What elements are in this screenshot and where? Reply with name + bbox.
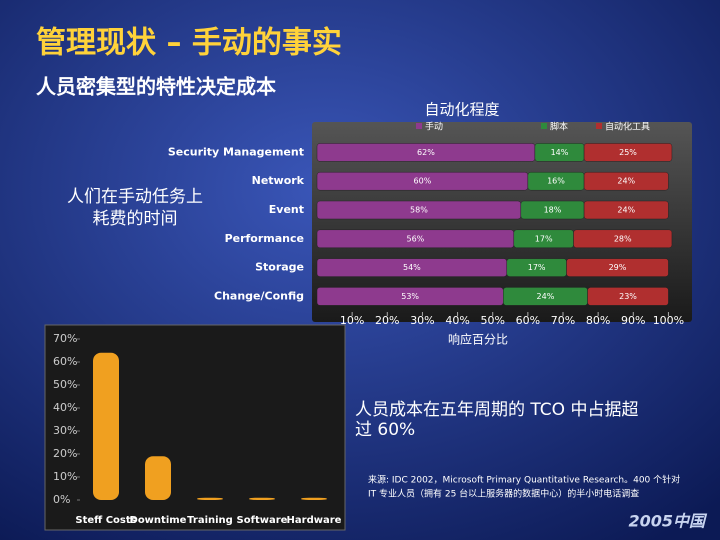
note: 人员成本在五年周期的 TCO 中占据超	[355, 400, 638, 420]
y-tick-label: Network	[252, 174, 305, 187]
y-tick-label: 30%	[53, 424, 77, 437]
side-note: 耗费的时间	[93, 209, 178, 229]
legend-swatch	[541, 123, 547, 129]
source: IT 专业人员（拥有 25 台以上服务器的数据中心）的半小时电话调查	[368, 488, 639, 500]
x-tick-label: 30%	[410, 314, 434, 327]
bar	[301, 497, 327, 500]
value-label: 56%	[407, 234, 425, 243]
x-tick-label: 80%	[586, 314, 610, 327]
bar	[197, 497, 223, 500]
y-tick-label: Security Management	[168, 145, 304, 158]
side-note: 人们在手动任务上	[67, 187, 203, 207]
x-tick-label: 100%	[653, 314, 684, 327]
y-tick-label: 70%	[53, 332, 77, 345]
x-axis-label: 响应百分比	[448, 332, 508, 347]
y-tick-label: Storage	[255, 261, 304, 274]
value-label: 14%	[551, 148, 569, 157]
bar	[93, 352, 119, 500]
legend-swatch	[416, 123, 422, 129]
y-tick-label: 40%	[53, 401, 77, 414]
value-label: 23%	[619, 292, 637, 301]
chart-panel	[44, 324, 346, 531]
bar	[145, 456, 171, 500]
value-label: 29%	[609, 263, 627, 272]
x-tick-label: Training	[187, 515, 233, 526]
bar-segment	[573, 229, 673, 249]
x-tick-label: 10%	[340, 314, 364, 327]
y-tick-label: Event	[269, 203, 304, 216]
y-tick-label: 0%	[53, 493, 70, 506]
value-label: 24%	[617, 177, 635, 186]
value-label: 18%	[544, 206, 562, 215]
y-tick-label: 10%	[53, 470, 77, 483]
x-tick-label: 20%	[375, 314, 399, 327]
y-tick-label: 60%	[53, 355, 77, 368]
bar	[249, 497, 275, 500]
x-tick-label: Software	[237, 515, 288, 526]
value-label: 25%	[619, 148, 637, 157]
x-tick-label: 60%	[516, 314, 540, 327]
slide-subtitle: 人员密集型的特性决定成本	[36, 75, 276, 99]
value-label: 62%	[417, 148, 435, 157]
value-label: 53%	[401, 292, 419, 301]
value-label: 54%	[403, 263, 421, 272]
y-tick-label: Change/Config	[214, 289, 304, 302]
bar-segment	[566, 258, 669, 277]
x-tick-label: 70%	[551, 314, 575, 327]
x-tick-label: 40%	[445, 314, 469, 327]
x-tick-label: 90%	[621, 314, 645, 327]
legend-label: 脚本	[550, 121, 568, 133]
legend-label: 手动	[425, 121, 443, 133]
bar-segment	[583, 200, 669, 220]
slide-title: 管理现状 – 手动的事实	[36, 26, 342, 61]
source: 来源: IDC 2002，Microsoft Primary Quantitat…	[368, 474, 680, 486]
legend-title: 自动化程度	[424, 101, 499, 119]
value-label: 60%	[414, 177, 432, 186]
legend-label: 自动化工具	[605, 121, 650, 133]
value-label: 24%	[617, 206, 635, 215]
value-label: 16%	[547, 177, 565, 186]
y-tick-label: 20%	[53, 447, 77, 460]
bar-segment	[587, 287, 669, 306]
bar-segment	[583, 171, 669, 191]
y-tick-label: Performance	[225, 232, 304, 245]
value-label: 17%	[535, 234, 553, 243]
x-tick-label: 50%	[480, 314, 504, 327]
x-tick-label: Hardware	[287, 515, 342, 526]
note: 过 60%	[355, 420, 415, 440]
value-label: 24%	[537, 292, 555, 301]
value-label: 28%	[614, 234, 632, 243]
y-tick-label: 50%	[53, 378, 77, 391]
logo: 2005中国	[628, 512, 708, 531]
value-label: 17%	[528, 263, 546, 272]
legend-swatch	[596, 123, 602, 129]
x-tick-label: Steff Costs	[75, 515, 136, 526]
x-tick-label: Downtime	[130, 515, 187, 526]
value-label: 58%	[410, 206, 428, 215]
bar-segment	[583, 143, 673, 162]
